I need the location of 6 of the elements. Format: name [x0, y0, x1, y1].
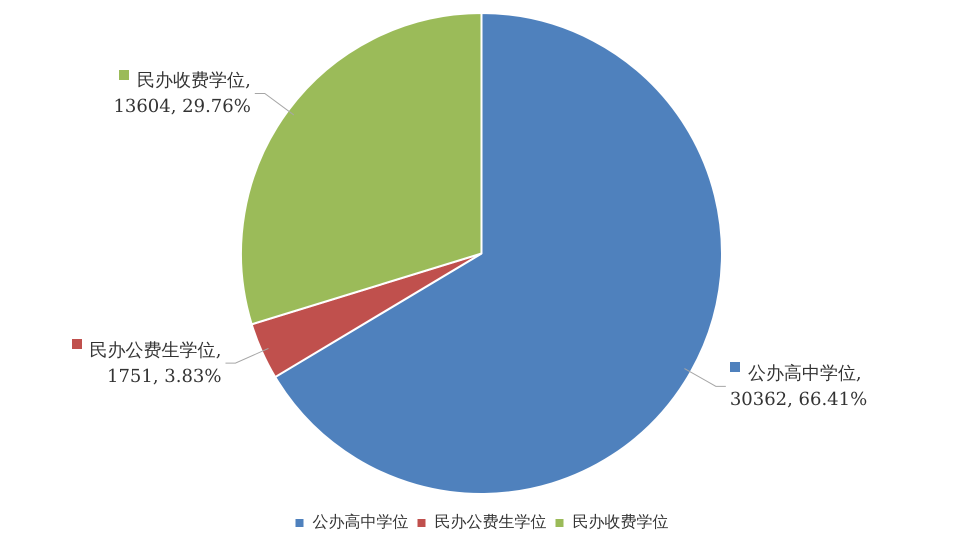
- data-label: 民办收费学位, 13604, 29.76%: [113, 70, 251, 118]
- data-label: 公办高中学位, 30362, 66.41%: [730, 362, 868, 410]
- data-label: 民办公费生学位, 1751, 3.83%: [90, 340, 222, 387]
- legend-label: 民办收费学位: [572, 512, 668, 532]
- legend-label: 公办高中学位: [312, 512, 408, 532]
- legend-label: 民办公费生学位: [434, 512, 546, 532]
